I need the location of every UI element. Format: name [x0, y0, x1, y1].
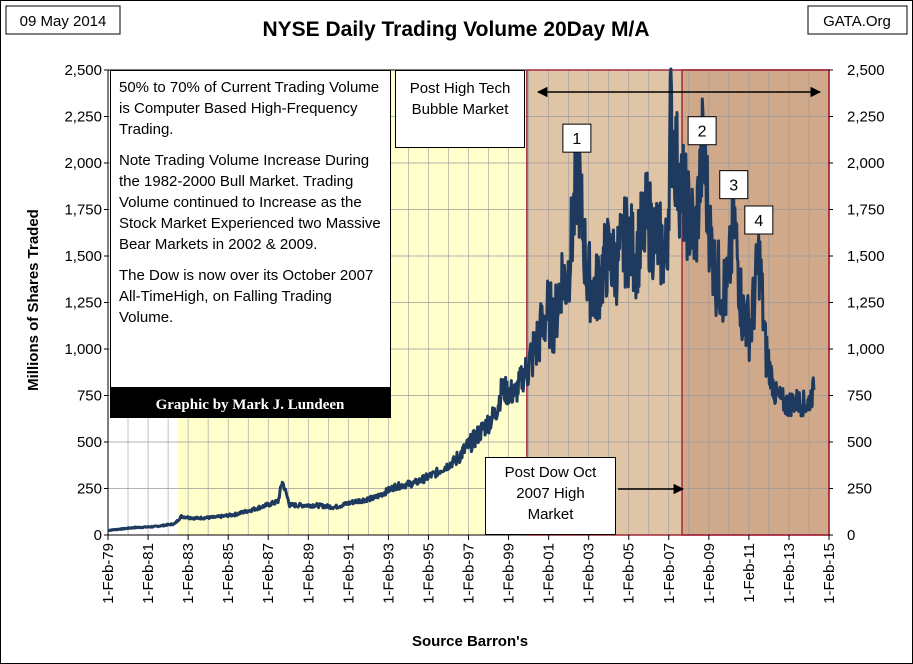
y-tick-label-right: 1,750	[847, 202, 885, 219]
y-tick-label-right: 1,500	[847, 248, 885, 265]
x-tick-label: 1-Feb-95	[420, 543, 437, 604]
y-tick-label-left: 1,250	[64, 295, 102, 312]
marker-label-1: 1	[572, 131, 581, 148]
x-tick-label: 1-Feb-89	[300, 543, 317, 604]
x-tick-label: 1-Feb-91	[340, 543, 357, 604]
y-tick-label-left: 2,500	[64, 62, 102, 79]
y-tick-label-left: 1,750	[64, 202, 102, 219]
y-tick-label-right: 1,250	[847, 295, 885, 312]
x-tick-label: 1-Feb-09	[701, 543, 718, 604]
x-tick-label: 1-Feb-15	[821, 543, 838, 604]
note-paragraph-3: The Dow is now over its October 2007 All…	[119, 267, 374, 326]
x-tick-label: 1-Feb-11	[741, 543, 758, 603]
credit-bar	[110, 388, 391, 418]
x-tick-label: 1-Feb-05	[621, 543, 638, 604]
credit-text: Graphic by Mark J. Lundeen	[156, 397, 345, 413]
y-tick-label-left: 750	[77, 388, 102, 405]
y-tick-label-right: 1,000	[847, 341, 885, 358]
y-tick-label-right: 2,500	[847, 62, 885, 79]
y-tick-label-left: 250	[77, 481, 102, 498]
y-tick-label-right: 750	[847, 388, 872, 405]
x-tick-label: 1-Feb-01	[541, 543, 558, 604]
marker-label-3: 3	[729, 178, 738, 195]
marker-box-4	[744, 205, 774, 235]
y-tick-label-left: 500	[77, 434, 102, 451]
date-stamp: 09 May 2014	[20, 13, 107, 30]
marker-box-1	[562, 123, 592, 153]
note-paragraph-1: 50% to 70% of Current Trading Volume is …	[119, 79, 380, 138]
x-tick-label: 1-Feb-97	[461, 543, 478, 604]
marker-label-4: 4	[754, 213, 763, 230]
post-bubble-label-box: Post High Tech Bubble Market	[395, 70, 525, 148]
post-dow-label: Post Dow Oct 2007 High Market	[504, 464, 597, 523]
x-tick-label: 1-Feb-83	[180, 543, 197, 604]
x-axis-label: Source Barron's	[412, 633, 528, 650]
marker-label-2: 2	[698, 124, 707, 141]
notes-box: 50% to 70% of Current Trading Volume is …	[110, 70, 391, 388]
x-tick-label: 1-Feb-93	[380, 543, 397, 604]
x-tick-label: 1-Feb-87	[260, 543, 277, 604]
x-tick-label: 1-Feb-79	[100, 543, 117, 604]
y-tick-label-right: 2,000	[847, 155, 885, 172]
post-bubble-label: Post High Tech Bubble Market	[409, 80, 511, 118]
y-tick-label-right: 0	[847, 527, 855, 544]
note-paragraph-2: Note Trading Volume Increase During the …	[119, 152, 381, 253]
y-tick-label-right: 250	[847, 481, 872, 498]
series-line-volume	[107, 67, 816, 532]
y-tick-label-left: 1,000	[64, 341, 102, 358]
source-site: GATA.Org	[823, 13, 891, 30]
y-tick-label-right: 2,250	[847, 109, 885, 126]
chart-title: NYSE Daily Trading Volume 20Day M/A	[262, 18, 649, 41]
x-tick-label: 1-Feb-81	[140, 543, 157, 604]
y-tick-label-right: 500	[847, 434, 872, 451]
x-tick-label: 1-Feb-03	[581, 543, 598, 604]
x-tick-label: 1-Feb-07	[661, 543, 678, 604]
date-stamp-box	[5, 5, 121, 35]
y-axis-label: Millions of Shares Traded	[25, 209, 42, 391]
y-tick-label-left: 2,250	[64, 109, 102, 126]
y-tick-label-left: 1,500	[64, 248, 102, 265]
marker-box-3	[719, 170, 749, 200]
y-tick-label-left: 0	[94, 527, 102, 544]
post-dow-label-box: Post Dow Oct 2007 High Market	[485, 457, 616, 535]
y-tick-label-left: 2,000	[64, 155, 102, 172]
x-tick-label: 1-Feb-99	[501, 543, 518, 604]
x-tick-label: 1-Feb-85	[220, 543, 237, 604]
source-site-box	[807, 5, 908, 35]
marker-box-2	[687, 116, 717, 146]
x-tick-label: 1-Feb-13	[781, 543, 798, 604]
